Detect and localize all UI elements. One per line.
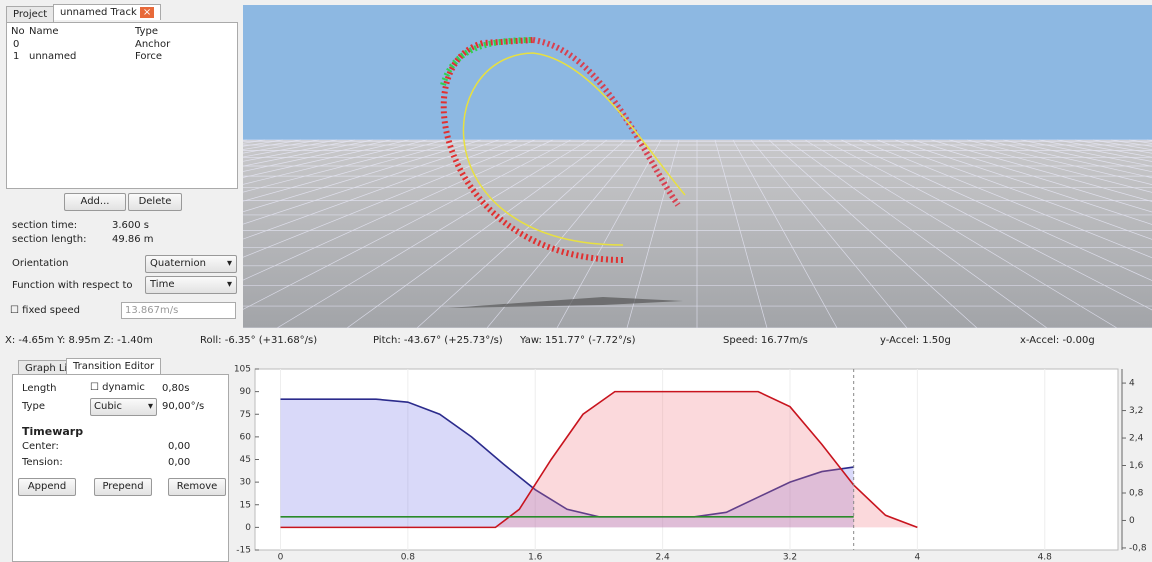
label: Type bbox=[22, 401, 45, 412]
cell[interactable]: 0 bbox=[13, 39, 19, 50]
status: X: -4.65m Y: 8.95m Z: -1.40m bbox=[5, 335, 153, 346]
floor bbox=[243, 140, 1152, 328]
label: Center: bbox=[22, 441, 59, 452]
checkbox[interactable]: ☐ fixed speed bbox=[10, 305, 80, 316]
button[interactable]: Delete bbox=[128, 193, 182, 211]
y2-tick-label: 0,8 bbox=[1129, 488, 1144, 498]
dropdown[interactable]: Time▾ bbox=[145, 276, 237, 294]
dropdown-value: Time bbox=[150, 279, 174, 290]
x-tick-label: 0.8 bbox=[401, 553, 416, 562]
cell[interactable]: Force bbox=[135, 51, 162, 62]
y-tick-label: 60 bbox=[240, 432, 252, 442]
app: Project unnamed Track × No Name Type 0 A… bbox=[0, 0, 1152, 562]
value: 3.600 s bbox=[112, 220, 149, 231]
value: 49.86 m bbox=[112, 234, 154, 245]
status: Roll: -6.35° (+31.68°/s) bbox=[200, 335, 317, 346]
y-tick-label: 45 bbox=[240, 455, 251, 465]
y-tick-label: -15 bbox=[236, 546, 251, 556]
column-header: Name bbox=[29, 26, 59, 37]
cell[interactable]: unnamed bbox=[29, 51, 76, 62]
spinbox[interactable]: 13.867m/s bbox=[121, 302, 236, 319]
x-tick-label: 4 bbox=[915, 553, 921, 562]
spinbox[interactable]: 0,00 bbox=[168, 441, 190, 452]
status: y-Accel: 1.50g bbox=[880, 335, 951, 346]
y2-tick-label: 1,6 bbox=[1129, 461, 1144, 471]
y2-tick-label: 3,2 bbox=[1129, 406, 1143, 416]
x-tick-label: 1.6 bbox=[528, 553, 543, 562]
status: Yaw: 151.77° (-7.72°/s) bbox=[520, 335, 635, 346]
button[interactable]: Add... bbox=[64, 193, 126, 211]
y2-tick-label: -0,8 bbox=[1129, 543, 1147, 553]
status: x-Accel: -0.00g bbox=[1020, 335, 1095, 346]
status: Speed: 16.77m/s bbox=[723, 335, 808, 346]
tab[interactable]: unnamed Track × bbox=[53, 4, 161, 20]
y2-tick-label: 4 bbox=[1129, 379, 1135, 389]
viewport-3d[interactable] bbox=[243, 5, 1152, 328]
label: Orientation bbox=[12, 258, 68, 269]
y2-tick-label: 2,4 bbox=[1129, 434, 1144, 444]
label: dynamic bbox=[102, 382, 145, 393]
dropdown-value: Cubic bbox=[94, 401, 122, 412]
label: section length: bbox=[12, 234, 86, 245]
y-tick-label: 15 bbox=[240, 500, 251, 510]
label: Length bbox=[22, 383, 57, 394]
section-heading: Timewarp bbox=[22, 425, 83, 438]
column-header: Type bbox=[135, 26, 158, 37]
x-tick-label: 2.4 bbox=[655, 553, 670, 562]
column-header: No bbox=[11, 26, 25, 37]
spinbox[interactable]: 90,00°/s bbox=[162, 401, 204, 412]
y-tick-label: 0 bbox=[245, 523, 251, 533]
tab[interactable]: Transition Editor bbox=[66, 358, 161, 374]
x-tick-label: 4.8 bbox=[1038, 553, 1053, 562]
status: Pitch: -43.67° (+25.73°/s) bbox=[373, 335, 503, 346]
label: Function with respect to bbox=[12, 280, 133, 291]
y-tick-label: 90 bbox=[240, 387, 252, 397]
y-tick-label: 105 bbox=[234, 365, 251, 375]
checkbox[interactable]: ☐ dynamic bbox=[90, 382, 145, 393]
label: fixed speed bbox=[22, 305, 80, 316]
dropdown[interactable]: Quaternion▾ bbox=[145, 255, 237, 273]
x-tick-label: 0 bbox=[278, 553, 284, 562]
y2-tick-label: 0 bbox=[1129, 516, 1135, 526]
tab[interactable]: Project bbox=[6, 6, 54, 22]
button[interactable]: Remove bbox=[168, 478, 226, 496]
button[interactable]: Append bbox=[18, 478, 76, 496]
cell[interactable]: 1 bbox=[13, 51, 19, 62]
close-icon[interactable]: × bbox=[140, 7, 154, 18]
spinbox[interactable]: 0,00 bbox=[168, 457, 190, 468]
y-tick-label: 75 bbox=[240, 410, 251, 420]
spinbox[interactable]: 0,80s bbox=[162, 383, 189, 394]
x-tick-label: 3.2 bbox=[783, 553, 797, 562]
y-tick-label: 30 bbox=[240, 478, 252, 488]
label: section time: bbox=[12, 220, 77, 231]
dropdown[interactable]: Cubic▾ bbox=[90, 398, 157, 416]
tab-label: unnamed Track bbox=[60, 7, 137, 18]
graph[interactable]: 0 0.8 1.6 2.4 3.2 4 4.8 -15 0 15 30 45 60 75 90 105 -0,8… bbox=[230, 355, 1152, 562]
dropdown-value: Quaternion bbox=[150, 258, 206, 269]
section-table: No Name Type 0 Anchor 1 unnamed Force bbox=[6, 22, 238, 189]
cell[interactable]: Anchor bbox=[135, 39, 170, 50]
button[interactable]: Prepend bbox=[94, 478, 152, 496]
sky bbox=[243, 5, 1152, 140]
label: Tension: bbox=[22, 457, 63, 468]
